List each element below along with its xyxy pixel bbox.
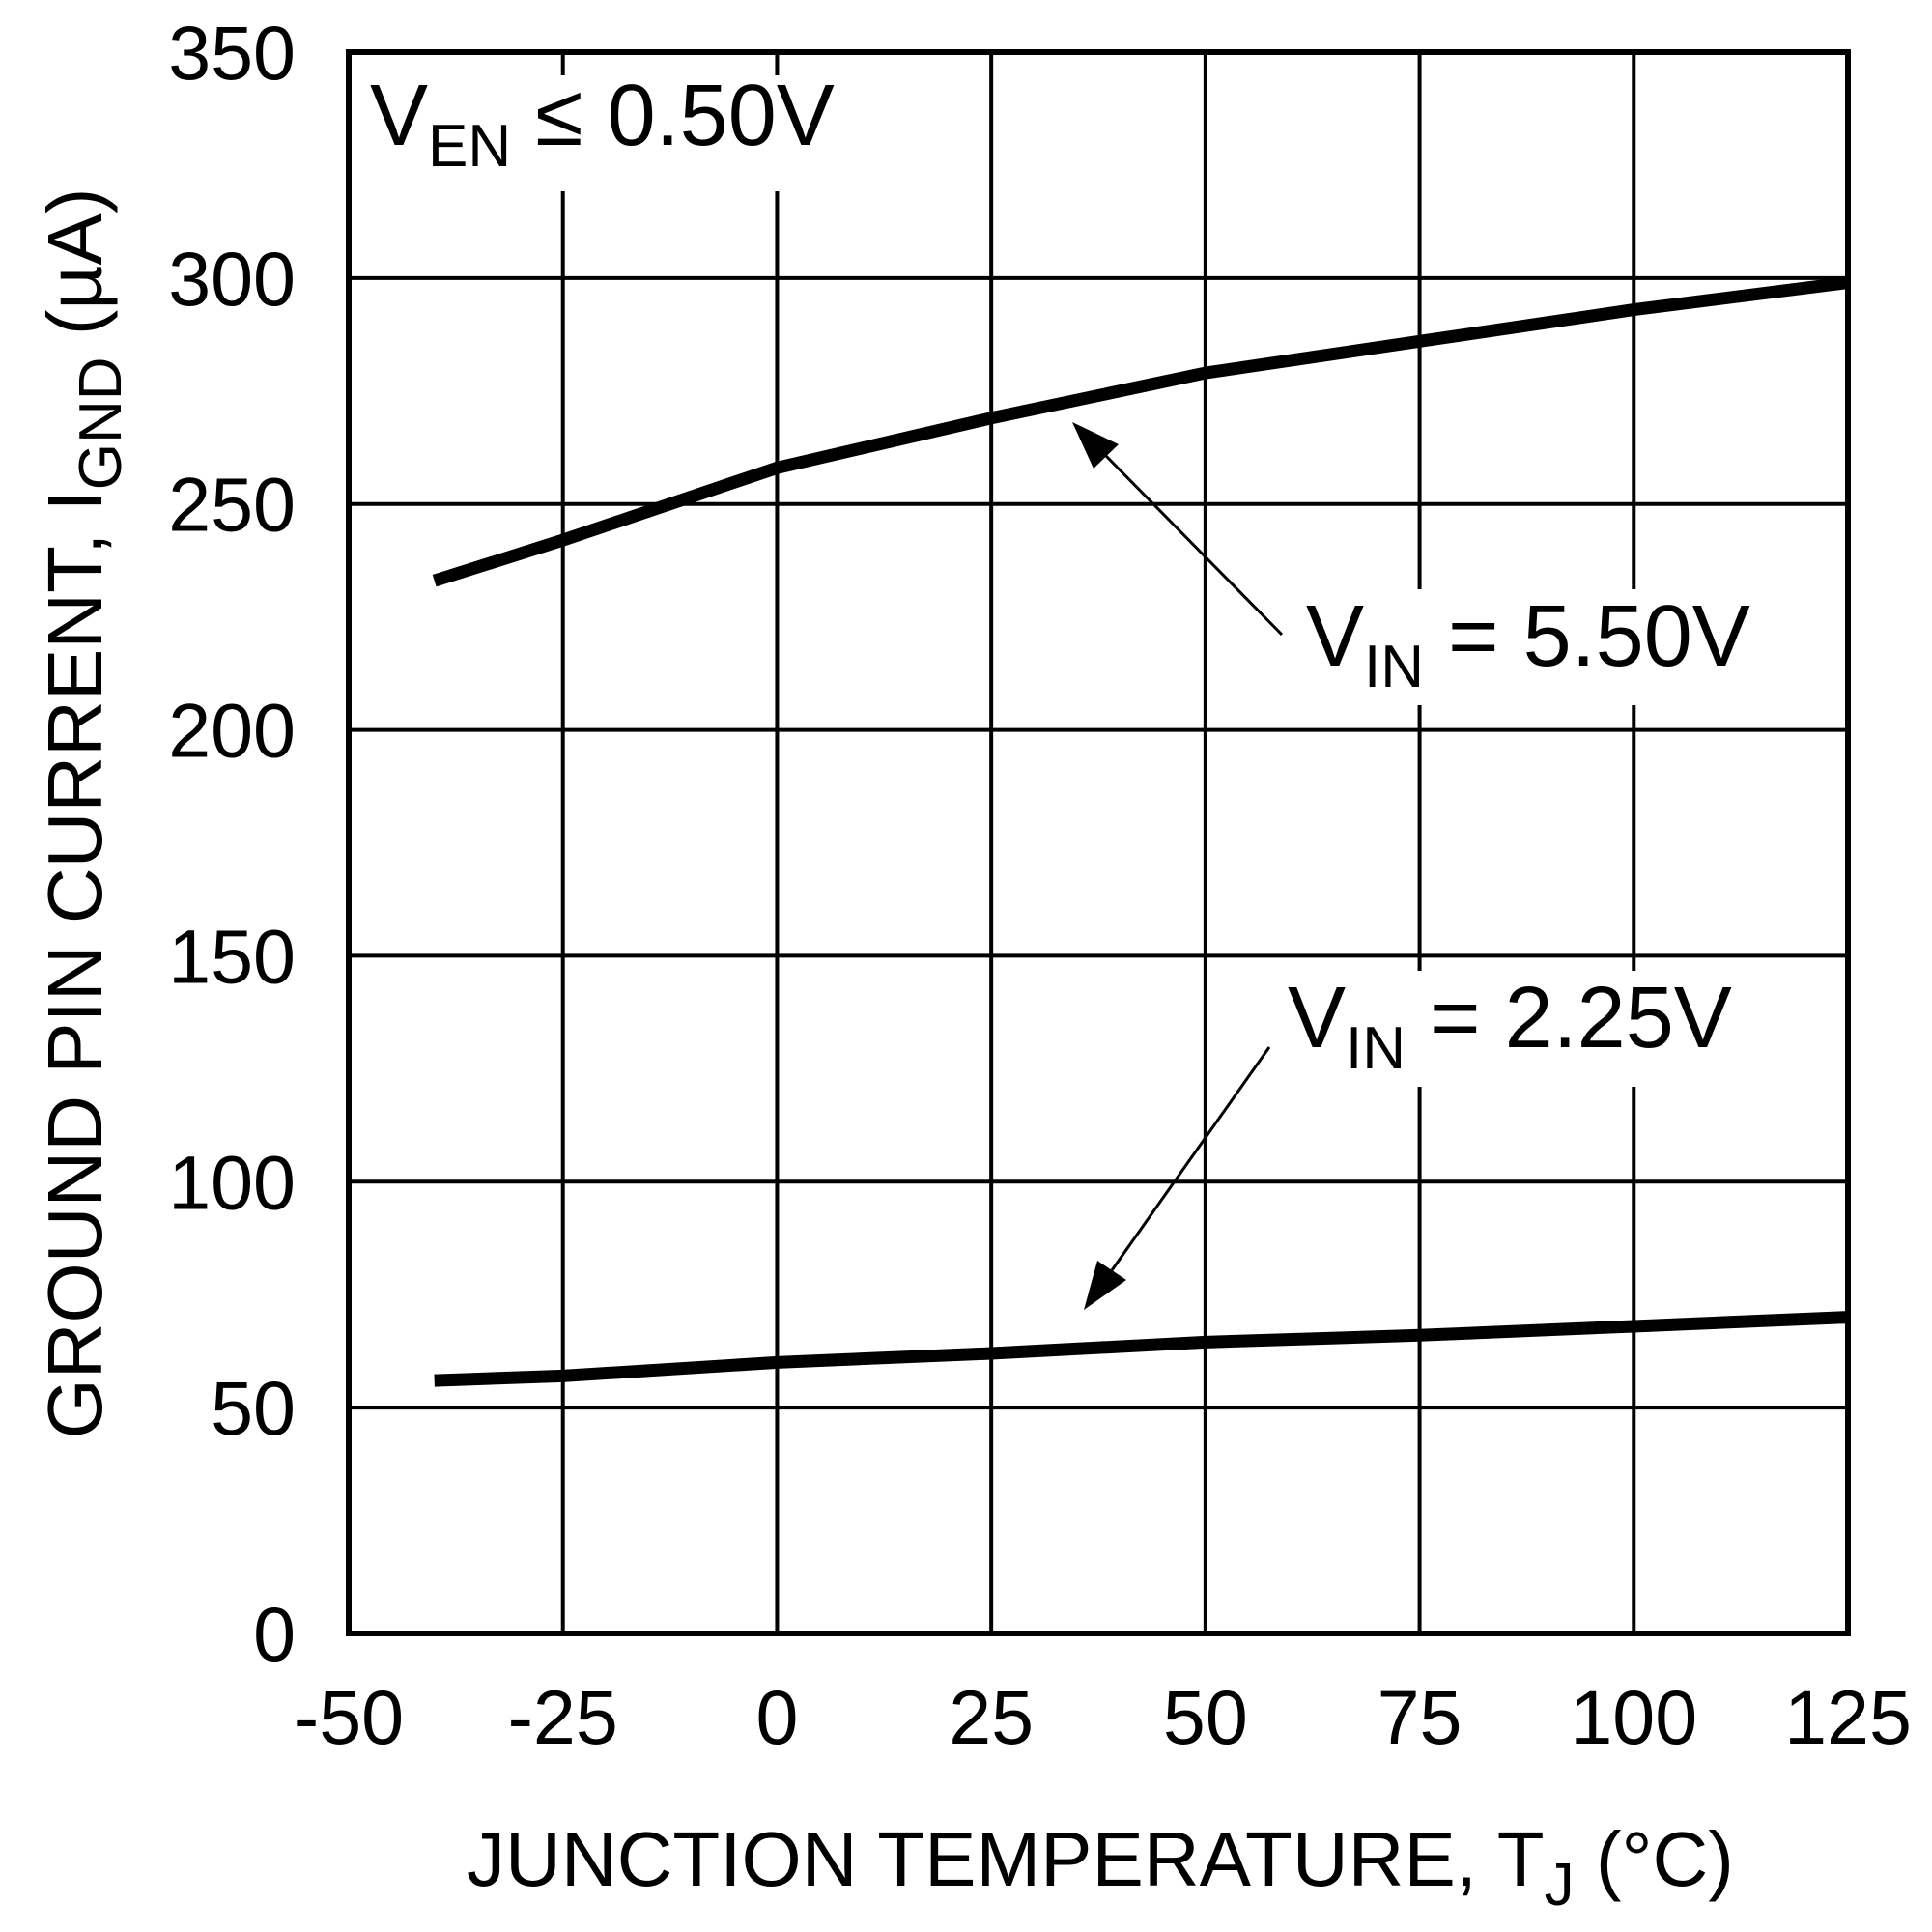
series-label-rest: = 5.50V	[1424, 588, 1750, 685]
arrow	[1104, 454, 1284, 637]
x-tick-label: -25	[508, 1674, 618, 1760]
label-background	[362, 75, 865, 191]
series-label-main: V	[1288, 970, 1346, 1066]
series-label: VIN = 5.50V	[1306, 588, 1750, 700]
arrow-head	[1072, 422, 1119, 469]
y-axis-label: GROUND PIN CURRENT, IGND (µA)	[32, 187, 134, 1438]
condition-sub: EN	[428, 113, 511, 180]
y-tick-label: 50	[211, 1365, 296, 1451]
series-label-main: V	[1306, 588, 1364, 685]
condition-main: V	[370, 68, 428, 164]
y-tick-label: 350	[168, 10, 296, 96]
y-tick-label: 250	[168, 462, 296, 548]
x-tick-label: 125	[1784, 1674, 1912, 1760]
y-label-main: GROUND PIN CURRENT, I	[32, 490, 118, 1438]
y-tick-label: 200	[168, 688, 296, 774]
x-tick-label: 0	[755, 1674, 798, 1760]
y-tick-label: 100	[168, 1139, 296, 1225]
condition-label: VEN ≤ 0.50V	[370, 68, 835, 180]
x-tick-label: 25	[949, 1674, 1034, 1760]
series-label: VIN = 2.25V	[1288, 970, 1732, 1082]
y-label-sub: GND	[68, 356, 134, 490]
x-tick-label: 75	[1378, 1674, 1463, 1760]
arrow	[1110, 1046, 1271, 1271]
condition-rest: ≤ 0.50V	[511, 68, 835, 164]
x-label-sub: J	[1545, 1852, 1575, 1918]
x-label-main: JUNCTION TEMPERATURE, T	[467, 1816, 1545, 1902]
series	[432, 276, 1849, 1387]
data-line	[432, 276, 1849, 587]
x-label-rest: (°C)	[1575, 1816, 1734, 1902]
plot-frame	[346, 49, 1851, 1636]
x-axis-label: JUNCTION TEMPERATURE, TJ (°C)	[467, 1816, 1734, 1918]
series-label-sub: IN	[1364, 634, 1424, 700]
series-label-sub: IN	[1346, 1015, 1406, 1082]
x-tick-label: 100	[1570, 1674, 1697, 1760]
y-label-rest: (µA)	[32, 187, 118, 356]
x-tick-label: 50	[1163, 1674, 1248, 1760]
y-tick-label: 300	[168, 236, 296, 322]
y-tick-label: 150	[168, 913, 296, 999]
arrow-head	[1084, 1261, 1126, 1310]
data-line	[434, 1311, 1849, 1387]
x-tick-label: -50	[294, 1674, 404, 1760]
grid	[347, 50, 1850, 1635]
y-tick-label: 0	[253, 1591, 296, 1677]
label-background	[1294, 589, 1768, 705]
label-background	[1275, 971, 1748, 1087]
series-label-rest: = 2.25V	[1406, 970, 1732, 1066]
